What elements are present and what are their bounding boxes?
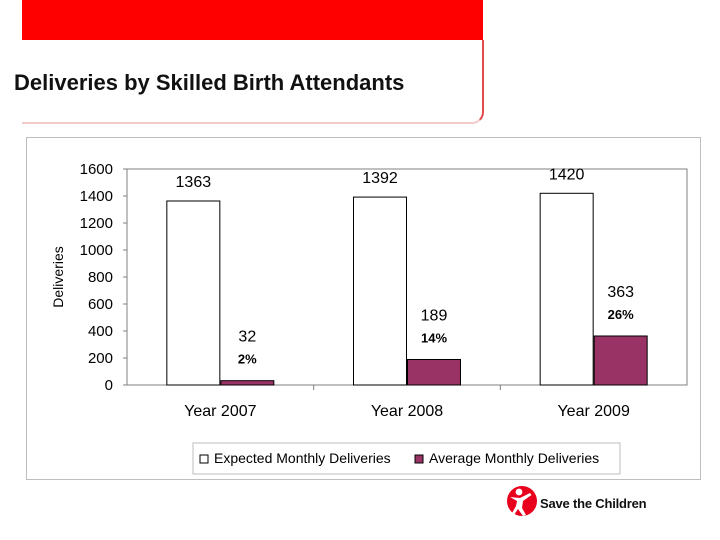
percent-label-2: 26%	[608, 307, 634, 322]
legend-box	[192, 442, 621, 475]
bar-average-0	[220, 380, 275, 386]
legend-swatch-average	[414, 454, 424, 464]
bar-average-2	[593, 335, 648, 386]
title-frame	[22, 40, 484, 124]
bar-expected-1	[353, 196, 407, 386]
x-tick-label-1: Year 2008	[371, 403, 443, 420]
percent-label-0: 2%	[238, 352, 257, 367]
bar-average-1	[407, 358, 461, 386]
y-tick-label-0: 0	[105, 377, 113, 394]
data-label-average-2: 363	[607, 284, 634, 301]
x-tick-label-0: Year 2007	[184, 403, 256, 420]
logo-text: Save the Children	[540, 496, 647, 511]
percent-label-1: 14%	[421, 330, 447, 345]
data-label-average-1: 189	[421, 307, 448, 324]
header-red-band	[22, 0, 483, 40]
data-label-expected-1: 1392	[362, 170, 398, 187]
legend-label-expected: Expected Monthly Deliveries	[214, 450, 391, 466]
slide-title: Deliveries by Skilled Birth Attendants	[14, 70, 405, 95]
y-tick-label-3: 600	[88, 296, 113, 313]
y-tick-label-6: 1200	[80, 215, 113, 232]
data-label-expected-2: 1420	[549, 166, 585, 183]
y-tick-label-8: 1600	[80, 161, 113, 178]
y-axis-label: Deliveries	[50, 246, 66, 307]
bar-expected-2	[539, 192, 594, 386]
data-label-average-0: 32	[238, 329, 256, 346]
x-tick-label-2: Year 2009	[557, 403, 629, 420]
save-the-children-logo: Save the Children	[506, 484, 686, 524]
bar-chart: 0 200 400 600 800 1000 1200 1400 1600 Deliveries 1…	[50, 161, 688, 475]
legend-label-average: Average Monthly Deliveries	[429, 450, 599, 466]
y-tick-label-2: 400	[88, 323, 113, 340]
save-the-children-figure-icon	[507, 486, 537, 516]
y-tick-label-5: 1000	[80, 242, 113, 259]
legend-swatch-expected	[199, 454, 209, 464]
y-tick-label-7: 1400	[80, 188, 113, 205]
y-tick-label-1: 200	[88, 350, 113, 367]
y-tick-label-4: 800	[88, 269, 113, 286]
chart-area: 0 200 400 600 800 1000 1200 1400 1600 Deliveries 1…	[26, 137, 701, 480]
data-label-expected-0: 1363	[176, 174, 212, 191]
bar-expected-0	[166, 200, 221, 386]
